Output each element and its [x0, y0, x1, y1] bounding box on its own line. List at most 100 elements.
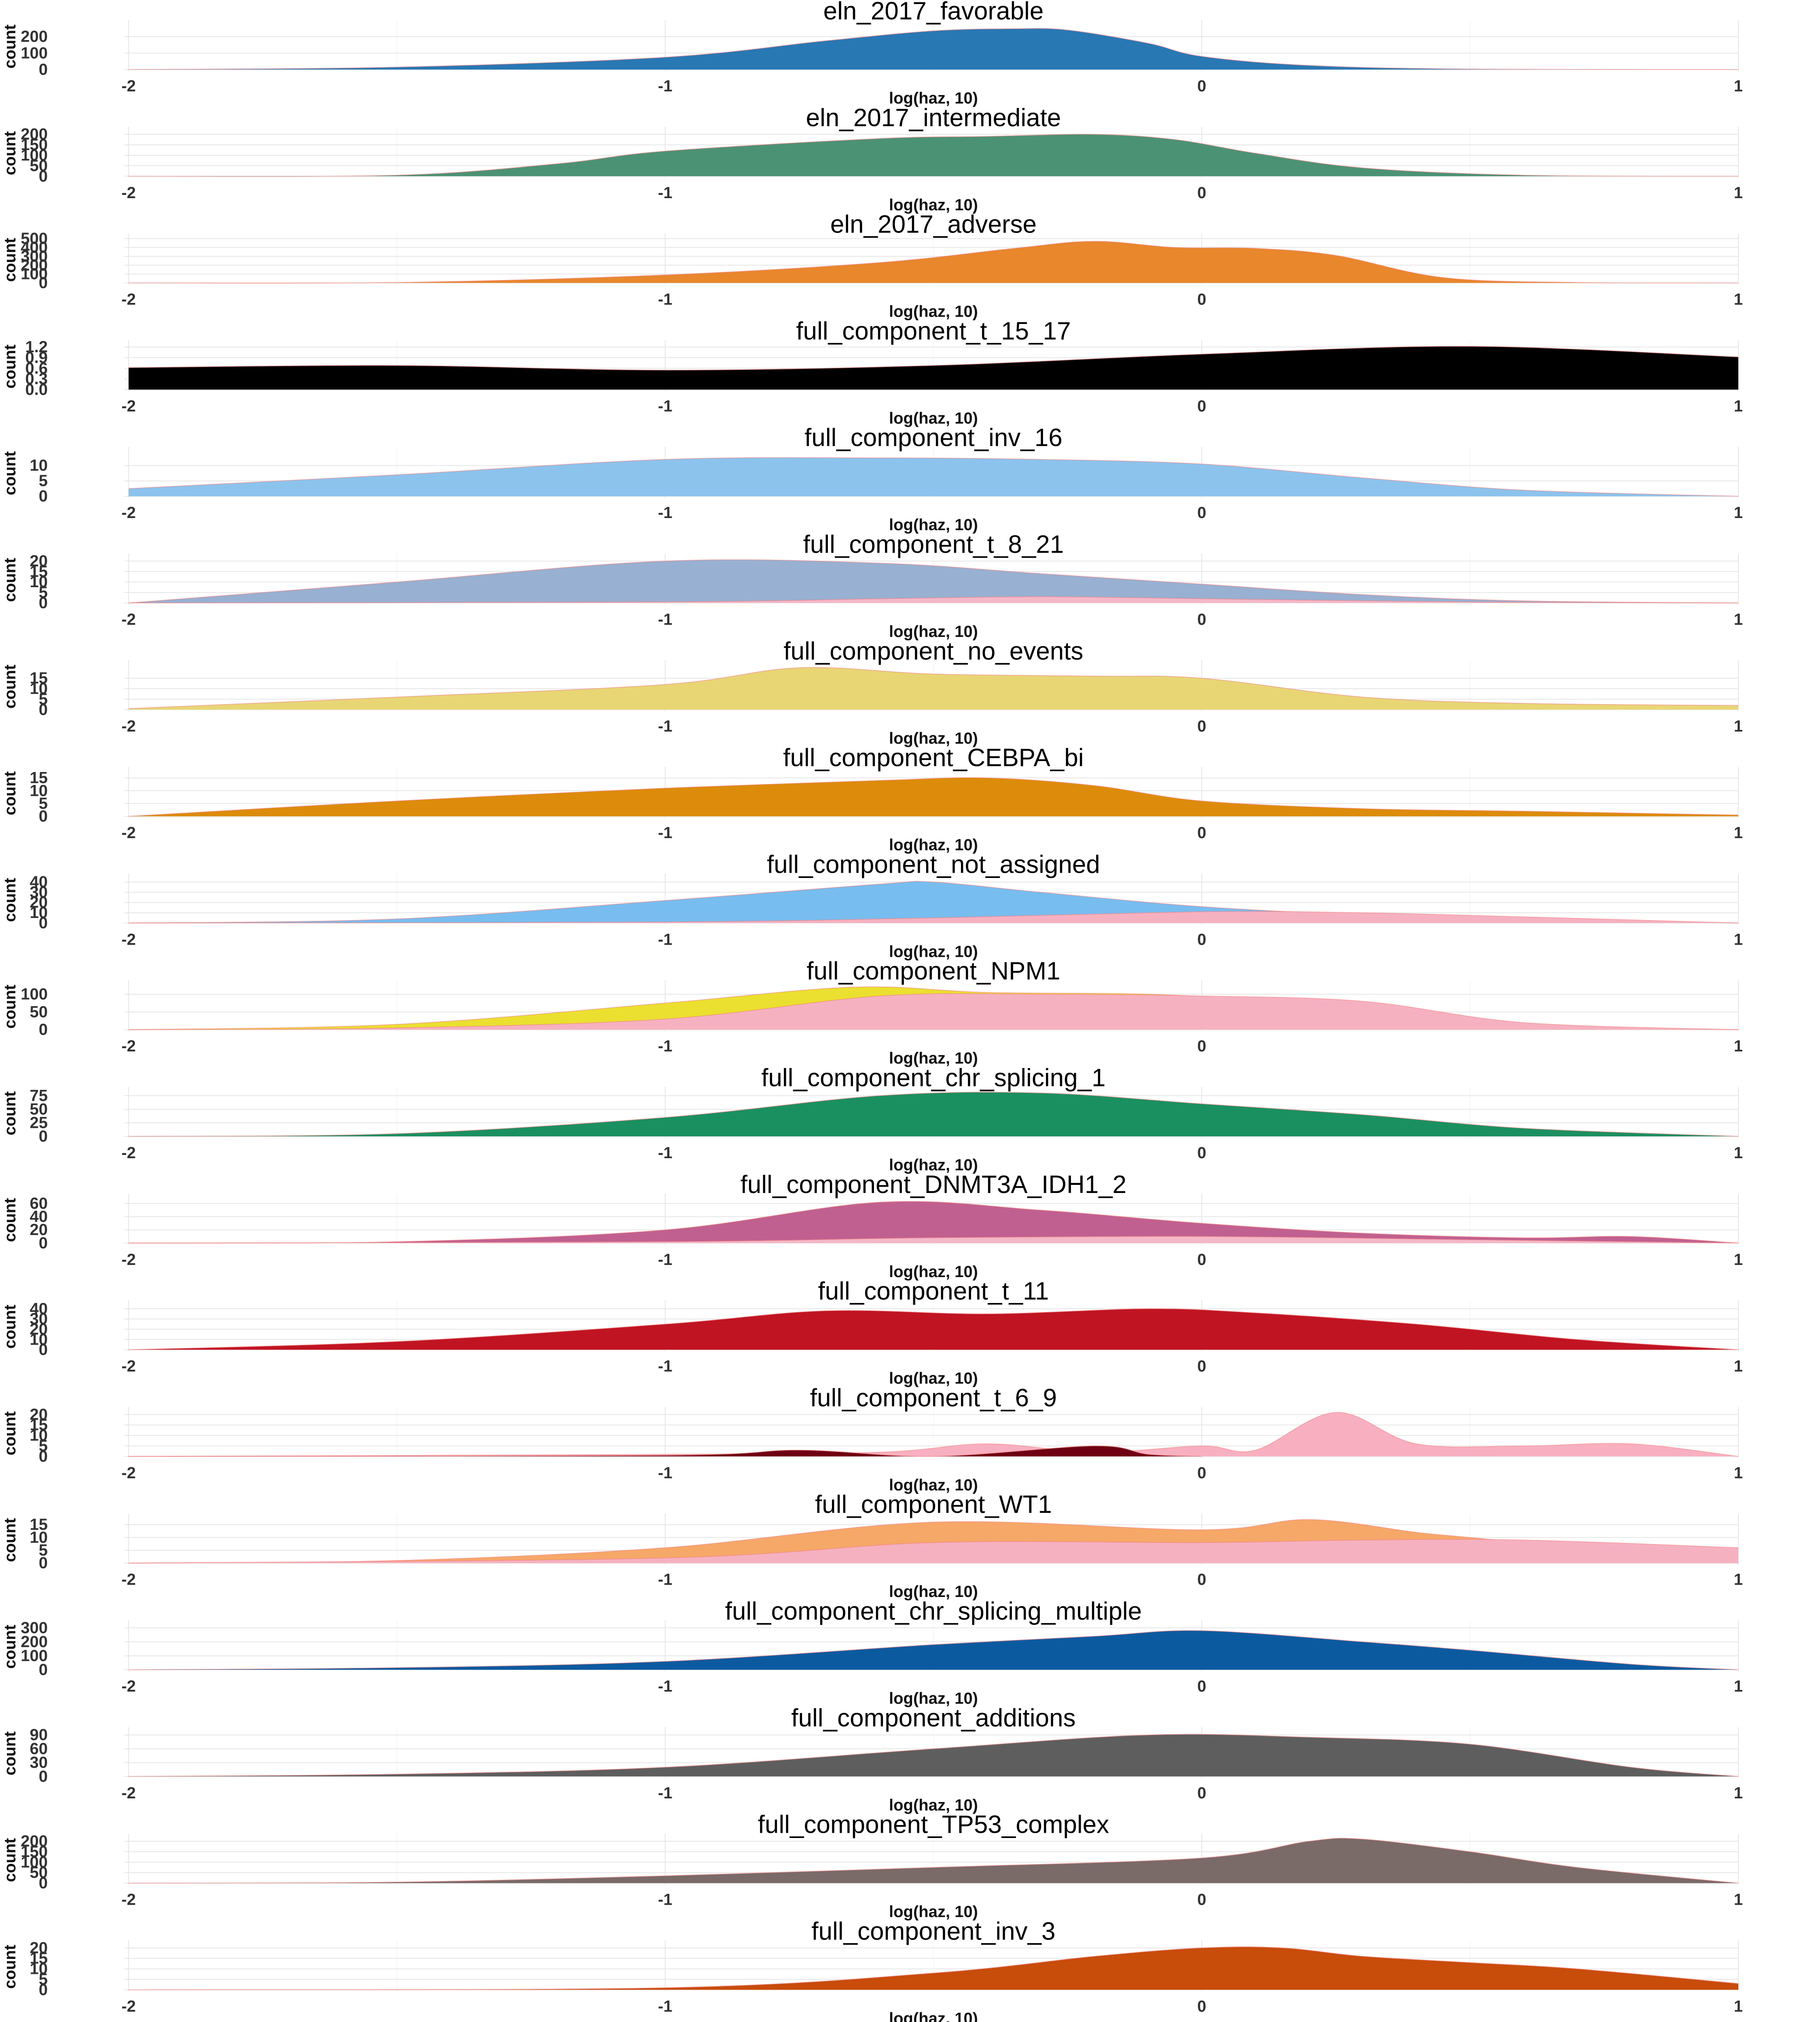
x-tick-label: 0 — [1197, 1464, 1206, 1482]
x-tick-label: 0 — [1197, 504, 1206, 522]
panel-title: full_component_DNMT3A_IDH1_2 — [741, 1171, 1127, 1199]
y-tick-label: 15 — [30, 563, 48, 580]
panel-title: full_component_WT1 — [815, 1491, 1052, 1519]
density-area — [129, 346, 1738, 390]
density-outline — [128, 559, 1739, 603]
x-tick-label: 1 — [1734, 1677, 1743, 1695]
x-axis-label: log(haz, 10) — [889, 1690, 978, 1707]
y-tick-label: 100 — [21, 146, 48, 164]
x-axis-label: log(haz, 10) — [889, 2009, 978, 2022]
x-axis-label: log(haz, 10) — [889, 943, 978, 960]
y-tick-label: 0 — [39, 1447, 48, 1465]
x-tick-label: -2 — [121, 77, 136, 95]
x-tick-label: 1 — [1734, 1784, 1743, 1802]
density-outline — [128, 1201, 1739, 1244]
y-tick-label: 60 — [30, 1195, 48, 1212]
panel: full_component_chr_splicing_1count025507… — [1, 1064, 1743, 1174]
y-axis-label: count — [1, 1305, 19, 1349]
panel-title: eln_2017_intermediate — [806, 104, 1061, 132]
panel-title: full_component_t_15_17 — [796, 317, 1071, 345]
y-tick-label: 150 — [21, 136, 48, 154]
panel-title: full_component_additions — [791, 1704, 1075, 1732]
y-tick-label: 10 — [30, 457, 48, 474]
density-area — [129, 993, 1738, 1030]
density-area — [129, 1092, 1738, 1136]
x-axis-label: log(haz, 10) — [889, 623, 978, 641]
x-axis-label: log(haz, 10) — [889, 1796, 978, 1814]
x-axis-label: log(haz, 10) — [889, 516, 978, 534]
density-outline — [128, 1630, 1739, 1670]
y-tick-label: 150 — [21, 1843, 48, 1861]
density-outline — [128, 1445, 1202, 1457]
x-tick-label: 1 — [1734, 1144, 1743, 1162]
y-tick-label: 0 — [39, 1021, 48, 1038]
y-tick-label: 5 — [39, 1542, 48, 1559]
y-tick-label: 10 — [30, 1529, 48, 1546]
x-tick-label: 0 — [1197, 1144, 1206, 1162]
y-tick-label: 10 — [30, 904, 48, 922]
panel-title: full_component_chr_splicing_multiple — [725, 1597, 1142, 1625]
density-area — [129, 1412, 1738, 1457]
x-tick-label: -1 — [658, 1358, 673, 1375]
y-tick-label: 10 — [30, 1330, 48, 1348]
panel: full_component_t_15_17count0.00.30.60.91… — [1, 317, 1743, 427]
y-axis-label: count — [1, 771, 19, 815]
y-tick-label: 200 — [21, 1832, 48, 1850]
density-area — [129, 241, 1738, 283]
y-tick-label: 5 — [39, 690, 48, 708]
density-outline — [128, 596, 1739, 603]
y-axis-label: count — [1, 131, 19, 175]
density-area — [129, 1734, 1738, 1777]
density-area — [129, 667, 1738, 710]
x-tick-label: -2 — [121, 1677, 136, 1695]
panel-title: full_component_inv_16 — [804, 424, 1062, 452]
y-tick-label: 30 — [30, 883, 48, 901]
x-tick-label: -2 — [121, 397, 136, 415]
density-area — [129, 881, 1738, 923]
y-tick-label: 5 — [39, 1970, 48, 1988]
x-axis-label: log(haz, 10) — [889, 303, 978, 321]
panel-title: full_component_t_8_21 — [803, 531, 1064, 558]
panel-title: full_component_CEBPA_bi — [783, 744, 1084, 772]
y-tick-label: 100 — [21, 44, 48, 62]
panel-title: full_component_no_events — [783, 637, 1083, 665]
y-tick-label: 10 — [30, 1960, 48, 1978]
density-area — [129, 911, 1738, 923]
x-tick-label: 0 — [1197, 397, 1206, 415]
x-tick-label: -1 — [658, 1784, 673, 1802]
y-tick-label: 20 — [30, 1320, 48, 1338]
x-tick-label: -1 — [658, 1891, 673, 1909]
panel: full_component_chr_splicing_multiplecoun… — [1, 1597, 1743, 1707]
x-tick-label: 1 — [1734, 184, 1743, 202]
panel-title: full_component_TP53_complex — [758, 1811, 1109, 1839]
y-tick-label: 10 — [30, 1427, 48, 1445]
y-tick-label: 50 — [30, 157, 48, 175]
x-tick-label: -2 — [121, 717, 136, 735]
y-axis-label: count — [1, 345, 19, 389]
y-tick-label: 50 — [30, 1100, 48, 1118]
density-outline — [128, 1091, 1739, 1137]
density-outline — [128, 777, 1739, 817]
panel-title: full_component_chr_splicing_1 — [761, 1064, 1105, 1092]
x-tick-label: -1 — [658, 824, 673, 842]
x-tick-label: 0 — [1197, 1784, 1206, 1802]
y-tick-label: 10 — [30, 782, 48, 799]
x-tick-label: -1 — [658, 77, 673, 95]
x-tick-label: 1 — [1734, 717, 1743, 735]
density-area — [129, 457, 1738, 497]
x-tick-label: 0 — [1197, 1677, 1206, 1695]
x-axis-label: log(haz, 10) — [889, 1476, 978, 1494]
y-tick-label: 5 — [39, 795, 48, 812]
density-area — [129, 1539, 1738, 1563]
x-tick-label: 1 — [1734, 77, 1743, 95]
y-tick-label: 0 — [39, 701, 48, 719]
x-tick-label: 1 — [1734, 1251, 1743, 1269]
y-tick-label: 0 — [39, 1981, 48, 1999]
